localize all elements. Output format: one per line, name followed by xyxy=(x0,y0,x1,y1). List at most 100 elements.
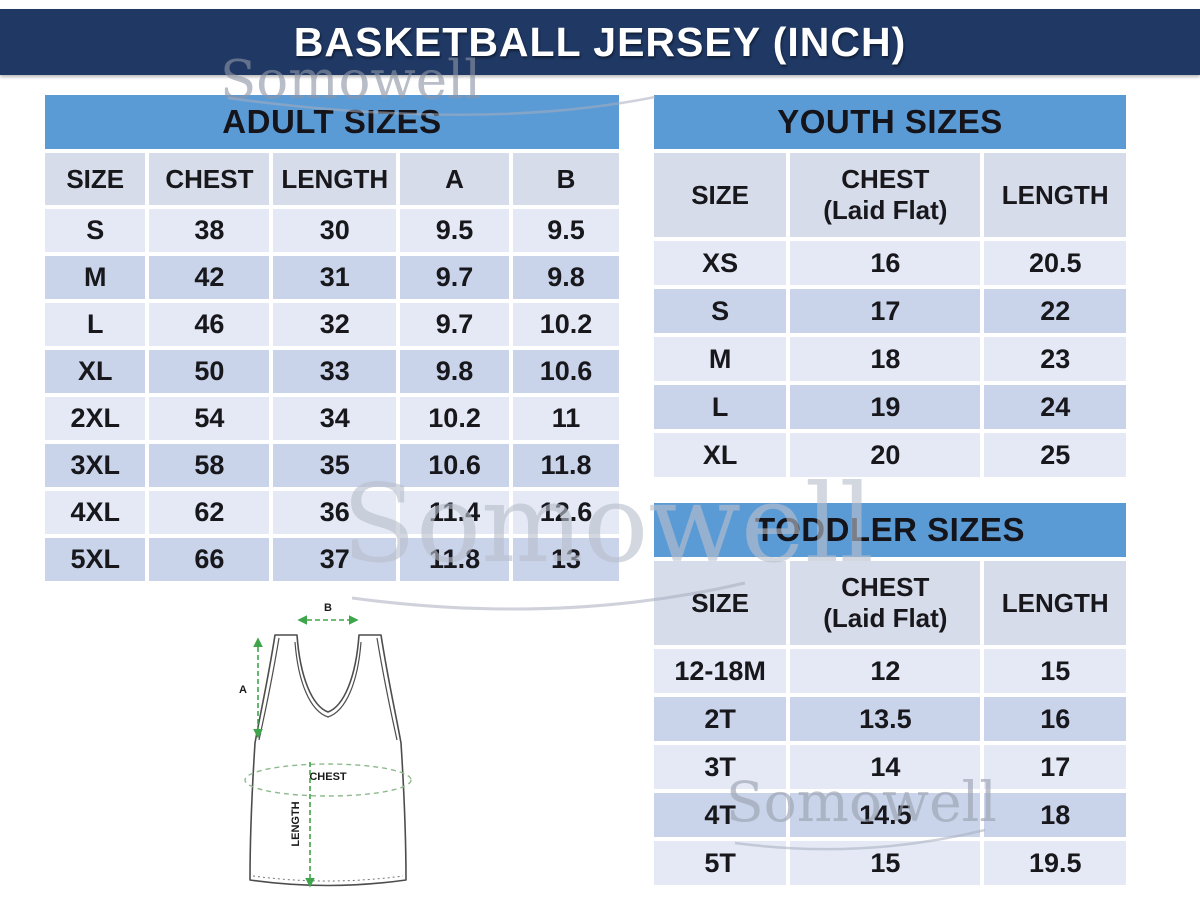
column-header-length: LENGTH xyxy=(984,561,1126,645)
value-cell: 11 xyxy=(512,397,619,440)
size-cell: L xyxy=(45,303,146,346)
adult-sizes-title: ADULT SIZES xyxy=(45,95,619,149)
value-cell: 13 xyxy=(512,538,619,581)
size-cell: 2XL xyxy=(45,397,146,440)
value-cell: 9.5 xyxy=(512,209,619,252)
value-cell: 10.2 xyxy=(512,303,619,346)
a-label: A xyxy=(239,684,247,696)
value-cell: 36 xyxy=(273,491,397,534)
size-cell: S xyxy=(654,289,787,333)
value-cell: 19 xyxy=(790,385,981,429)
right-armhole-line xyxy=(376,637,398,741)
column-header-b: B xyxy=(512,153,619,205)
value-cell: 58 xyxy=(149,444,270,487)
size-cell: 3T xyxy=(654,745,787,789)
jersey-diagram-svg: B A CHEST LENGTH xyxy=(239,602,412,888)
value-cell: 15 xyxy=(790,841,981,885)
youth-sizes-grid: SIZE CHEST (Laid Flat) LENGTH XS 16 20.5 S 17 22 M… xyxy=(654,153,1126,477)
size-cell: XL xyxy=(45,350,146,393)
value-cell: 11.4 xyxy=(400,491,509,534)
hem-stitch-line xyxy=(252,875,404,882)
value-cell: 14 xyxy=(790,745,981,789)
title-bar: BASKETBALL JERSEY (INCH) xyxy=(0,9,1200,75)
value-cell: 9.8 xyxy=(512,256,619,299)
value-cell: 9.5 xyxy=(400,209,509,252)
toddler-sizes-title: TODDLER SIZES xyxy=(654,503,1126,557)
size-cell: 3XL xyxy=(45,444,146,487)
size-cell: XS xyxy=(654,241,787,285)
value-cell: 11.8 xyxy=(512,444,619,487)
jersey-outline xyxy=(249,634,407,887)
value-cell: 10.2 xyxy=(400,397,509,440)
size-cell: M xyxy=(654,337,787,381)
column-header-length: LENGTH xyxy=(984,153,1126,237)
size-cell: L xyxy=(654,385,787,429)
column-header-length: LENGTH xyxy=(273,153,397,205)
value-cell: 9.8 xyxy=(400,350,509,393)
adult-sizes-grid: SIZE CHEST LENGTH A B S 38 30 9.5 9.5 M 42 31 9.7 9.8 L… xyxy=(45,153,619,581)
chest-label: CHEST xyxy=(309,771,347,783)
toddler-sizes-grid: SIZE CHEST (Laid Flat) LENGTH 12-18M 12 15 2T 13… xyxy=(654,561,1126,885)
size-cell: 12-18M xyxy=(654,649,787,693)
value-cell: 10.6 xyxy=(400,444,509,487)
size-cell: M xyxy=(45,256,146,299)
column-header-chest: CHEST xyxy=(149,153,270,205)
value-cell: 18 xyxy=(984,793,1126,837)
column-header-a: A xyxy=(400,153,509,205)
size-cell: 4XL xyxy=(45,491,146,534)
toddler-sizes-table: TODDLER SIZES SIZE CHEST (Laid Flat) LENGTH… xyxy=(654,503,1126,885)
value-cell: 17 xyxy=(790,289,981,333)
value-cell: 12.6 xyxy=(512,491,619,534)
value-cell: 30 xyxy=(273,209,397,252)
value-cell: 10.6 xyxy=(512,350,619,393)
length-label: LENGTH xyxy=(290,801,302,846)
value-cell: 14.5 xyxy=(790,793,981,837)
value-cell: 34 xyxy=(273,397,397,440)
value-cell: 20.5 xyxy=(984,241,1126,285)
size-cell: 5XL xyxy=(45,538,146,581)
value-cell: 9.7 xyxy=(400,256,509,299)
value-cell: 11.8 xyxy=(400,538,509,581)
collar-inner-line xyxy=(294,641,362,718)
value-cell: 31 xyxy=(273,256,397,299)
youth-sizes-title: YOUTH SIZES xyxy=(654,95,1126,149)
adult-sizes-table: ADULT SIZES SIZE CHEST LENGTH A B S 38 30 9.5 9.5… xyxy=(45,95,619,581)
value-cell: 35 xyxy=(273,444,397,487)
value-cell: 32 xyxy=(273,303,397,346)
value-cell: 19.5 xyxy=(984,841,1126,885)
value-cell: 13.5 xyxy=(790,697,981,741)
value-cell: 38 xyxy=(149,209,270,252)
value-cell: 54 xyxy=(149,397,270,440)
value-cell: 16 xyxy=(984,697,1126,741)
value-cell: 17 xyxy=(984,745,1126,789)
value-cell: 62 xyxy=(149,491,270,534)
value-cell: 12 xyxy=(790,649,981,693)
column-header-size: SIZE xyxy=(654,153,787,237)
size-cell: XL xyxy=(654,433,787,477)
size-cell: S xyxy=(45,209,146,252)
value-cell: 25 xyxy=(984,433,1126,477)
value-cell: 20 xyxy=(790,433,981,477)
chest-label-bg xyxy=(300,768,356,783)
value-cell: 18 xyxy=(790,337,981,381)
size-cell: 4T xyxy=(654,793,787,837)
value-cell: 42 xyxy=(149,256,270,299)
chest-measure-ellipse xyxy=(244,763,412,797)
value-cell: 46 xyxy=(149,303,270,346)
column-header-chest: CHEST (Laid Flat) xyxy=(790,561,981,645)
value-cell: 22 xyxy=(984,289,1126,333)
jersey-diagram: B A CHEST LENGTH xyxy=(195,580,505,898)
value-cell: 15 xyxy=(984,649,1126,693)
youth-sizes-table: YOUTH SIZES SIZE CHEST (Laid Flat) LENGTH XS… xyxy=(654,95,1126,477)
value-cell: 9.7 xyxy=(400,303,509,346)
value-cell: 33 xyxy=(273,350,397,393)
value-cell: 66 xyxy=(149,538,270,581)
value-cell: 16 xyxy=(790,241,981,285)
size-cell: 2T xyxy=(654,697,787,741)
column-header-size: SIZE xyxy=(654,561,787,645)
value-cell: 23 xyxy=(984,337,1126,381)
value-cell: 37 xyxy=(273,538,397,581)
value-cell: 24 xyxy=(984,385,1126,429)
b-label: B xyxy=(324,602,332,614)
